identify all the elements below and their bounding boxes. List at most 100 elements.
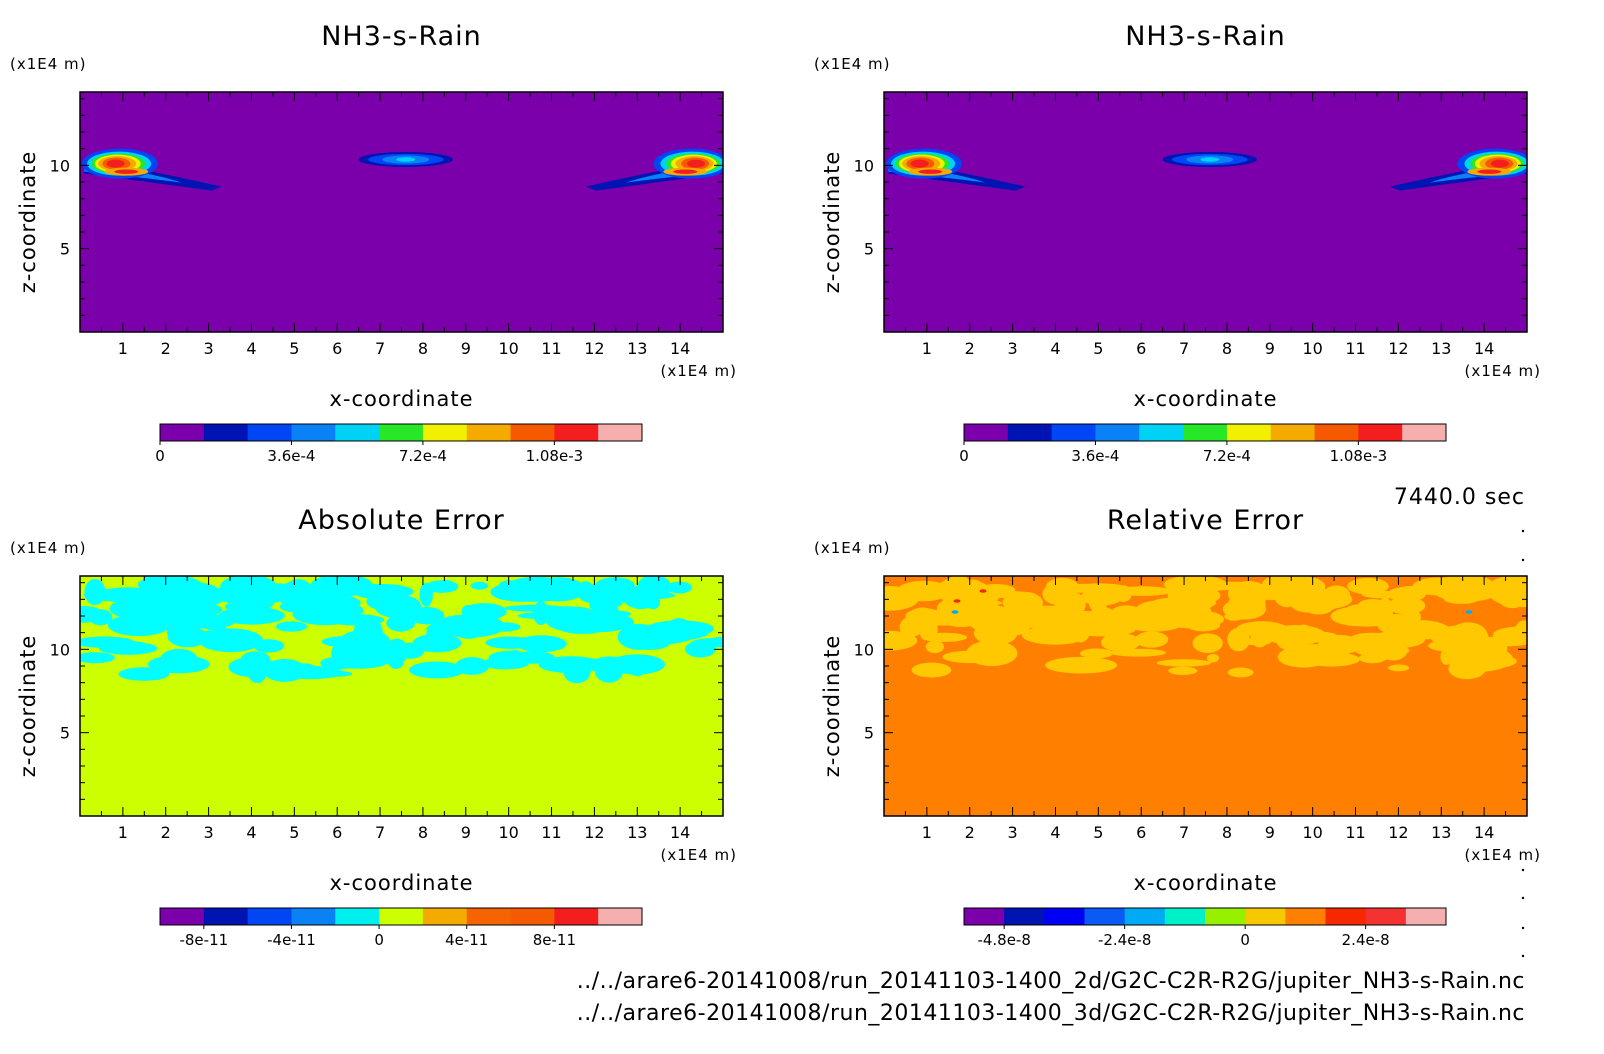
contour-patch: [1492, 626, 1527, 644]
chart-title: Relative Error: [1107, 505, 1304, 536]
x-tick-label: 6: [1136, 339, 1146, 358]
contour-patch: [1449, 622, 1488, 648]
colorbar-frame: [159, 423, 643, 442]
y-tick-label: 5: [60, 724, 70, 743]
contour-patch: [1387, 587, 1426, 602]
x-tick-label: 9: [461, 339, 471, 358]
x-tick-label: 9: [1265, 339, 1275, 358]
colorbar-swatch: [1358, 424, 1403, 441]
contour-patch: [119, 601, 161, 609]
contour-speck: [1465, 610, 1473, 614]
contour-head: [686, 159, 705, 168]
colorbar-swatch: [1183, 424, 1228, 441]
contour-head: [910, 159, 929, 168]
contour-patch: [1156, 659, 1212, 667]
y-tick-label: 5: [864, 724, 874, 743]
x-tick-label: 14: [670, 339, 690, 358]
contour-patch: [1071, 663, 1090, 670]
contour-patch: [386, 614, 415, 632]
contour-patch: [1089, 607, 1116, 624]
contour-patch: [412, 633, 462, 653]
x-tick-label: 3: [1008, 339, 1018, 358]
plot-contours: [80, 576, 723, 684]
colorbar-tick-label: -4e-11: [267, 931, 316, 949]
colorbar-tick-label: -8e-11: [179, 931, 228, 949]
contour-patch: [1168, 666, 1198, 675]
contour-patch: [321, 635, 374, 648]
colorbar-swatch: [247, 424, 292, 441]
contour-patch: [275, 621, 308, 632]
contour-patch: [538, 586, 579, 594]
contour-patch: [80, 652, 115, 664]
contour-patch: [666, 581, 693, 594]
colorbar-tick-label: 0: [155, 447, 165, 465]
contour-patch: [1261, 576, 1302, 595]
x-tick-label: 12: [584, 339, 604, 358]
colorbar-tick-label: 2.4e-8: [1342, 931, 1390, 949]
x-axis-label: x-coordinate: [1133, 387, 1277, 411]
colorbar-swatch: [291, 424, 336, 441]
contour-patch: [214, 584, 262, 604]
colorbar-swatch: [1245, 908, 1286, 925]
y-tick-label: 5: [60, 240, 70, 259]
contour-patch: [286, 579, 312, 598]
contour-patch: [1079, 648, 1113, 659]
contour-patch: [1402, 609, 1417, 631]
contour-patch: [637, 576, 671, 599]
contour-patch: [920, 632, 968, 642]
x-unit-label: (x1E4 m): [1464, 846, 1541, 864]
x-tick-label: 1: [118, 823, 128, 842]
colorbar-swatch: [379, 424, 424, 441]
time-label: 7440.0 sec: [1394, 485, 1525, 510]
x-tick-label: 4: [246, 339, 256, 358]
x-tick-label: 11: [541, 823, 561, 842]
colorbar-tick-label: 1.08e-3: [1330, 447, 1388, 465]
x-tick-label: 13: [627, 823, 647, 842]
contour-patch: [488, 650, 533, 665]
x-tick-label: 7: [375, 823, 385, 842]
colorbar-tick-label: 0: [1240, 931, 1250, 949]
x-tick-label: 7: [1179, 339, 1189, 358]
x-tick-label: 12: [1388, 339, 1408, 358]
y-unit-label: (x1E4 m): [814, 539, 891, 557]
contour-speck: [979, 589, 987, 593]
contour-patch: [409, 661, 465, 679]
colorbar-swatch: [1164, 908, 1206, 925]
x-tick-label: 5: [289, 823, 299, 842]
contour-patch: [253, 639, 285, 653]
contour-patch: [470, 581, 489, 590]
contour-blob: [396, 157, 416, 162]
colorbar-tick-label: 3.6e-4: [267, 447, 315, 465]
file-path-2: ../../arare6-20141008/run_20141103-1400_…: [577, 1001, 1525, 1026]
x-tick-label: 12: [584, 823, 604, 842]
x-tick-label: 8: [1222, 823, 1232, 842]
contour-patch: [1302, 597, 1335, 615]
contour-patch: [592, 585, 631, 602]
file-path-1: ../../arare6-20141008/run_20141103-1400_…: [577, 969, 1525, 994]
x-tick-label: 3: [204, 339, 214, 358]
colorbar-swatch: [1007, 424, 1053, 441]
x-tick-label: 3: [204, 823, 214, 842]
x-tick-label: 7: [1179, 823, 1189, 842]
x-tick-label: 11: [1345, 339, 1365, 358]
x-tick-label: 2: [161, 339, 171, 358]
colorbar-swatch: [1285, 908, 1326, 925]
colorbar-swatch: [1365, 908, 1407, 925]
x-tick-label: 4: [1050, 823, 1060, 842]
contour-blob: [1200, 157, 1220, 162]
contour-head: [673, 169, 698, 174]
contour-patch: [455, 657, 490, 675]
contour-patch: [1206, 653, 1219, 663]
colorbar-swatch: [1051, 424, 1096, 441]
y-axis-label: z-coordinate: [16, 635, 40, 778]
contour-patch: [1167, 586, 1221, 606]
y-axis-label: z-coordinate: [16, 151, 40, 294]
y-tick-label: 10: [854, 156, 874, 175]
contour-patch: [504, 604, 566, 612]
contour-head: [106, 159, 125, 168]
x-tick-label: 7: [375, 339, 385, 358]
x-tick-label: 14: [1474, 823, 1494, 842]
x-tick-label: 10: [498, 339, 518, 358]
x-tick-label: 10: [1302, 823, 1322, 842]
